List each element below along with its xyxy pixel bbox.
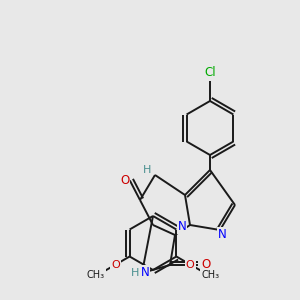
Text: Cl: Cl [204,65,216,79]
Text: N: N [178,220,186,233]
Text: CH₃: CH₃ [201,270,219,280]
Text: O: O [201,259,211,272]
Text: O: O [120,174,130,187]
Text: H: H [131,268,139,278]
Text: H: H [143,165,151,175]
Text: O: O [186,260,195,269]
Text: N: N [141,266,149,278]
Text: O: O [111,260,120,269]
Text: N: N [218,227,226,241]
Text: CH₃: CH₃ [87,270,105,280]
